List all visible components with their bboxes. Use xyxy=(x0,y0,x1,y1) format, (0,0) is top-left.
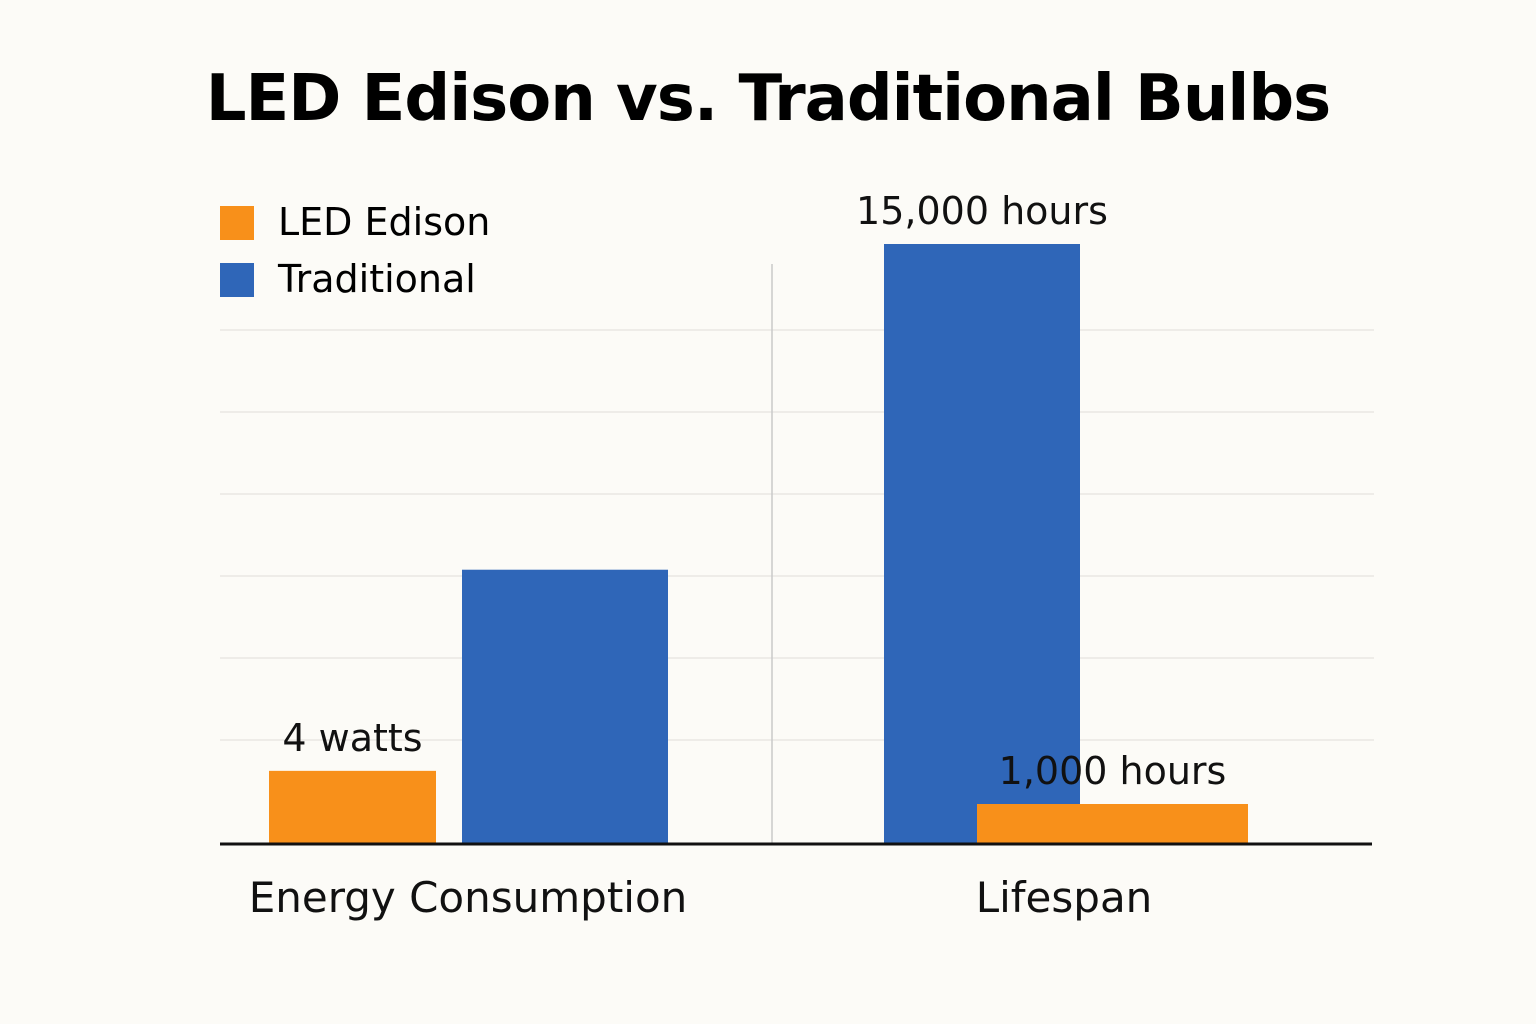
data-label-lifespan-led-edison: 1,000 hours xyxy=(999,749,1227,793)
bar-energy-consumption-traditional xyxy=(462,569,668,844)
legend-swatch-led-edison xyxy=(220,206,254,240)
legend-label-led-edison: LED Edison xyxy=(278,200,491,244)
bar-energy-consumption-led-edison xyxy=(269,770,436,844)
legend-label-traditional: Traditional xyxy=(278,257,476,301)
bar-lifespan-led-edison xyxy=(977,804,1248,844)
data-label-lifespan-traditional: 15,000 hours xyxy=(856,189,1108,233)
category-label-energy-consumption: Energy Consumption xyxy=(249,873,688,922)
chart-title: LED Edison vs. Traditional Bulbs xyxy=(205,62,1331,136)
data-label-energy-consumption-led-edison: 4 watts xyxy=(282,716,422,760)
bar-lifespan-traditional xyxy=(884,244,1080,844)
legend-swatch-traditional xyxy=(220,263,254,297)
category-label-lifespan: Lifespan xyxy=(976,873,1153,922)
